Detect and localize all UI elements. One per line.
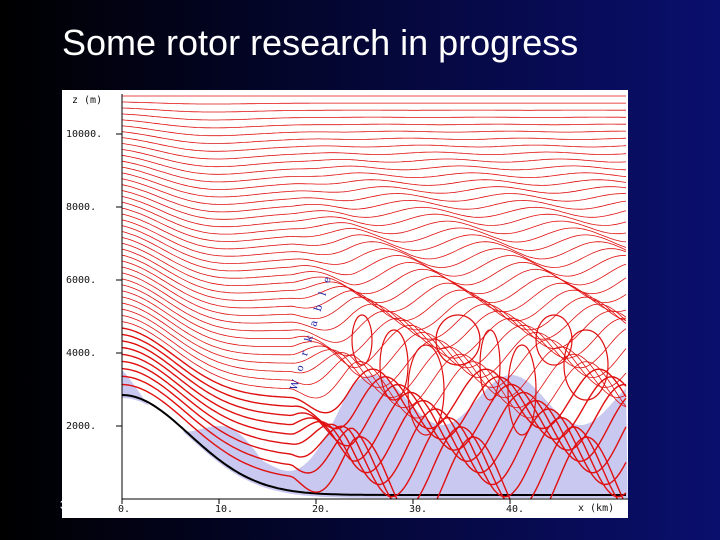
contour-line [122, 367, 627, 498]
y-tick-label: 2000. [66, 421, 96, 432]
contour-line [122, 333, 627, 440]
contour-line [122, 346, 627, 463]
contour-line [122, 160, 627, 183]
contour-line [122, 375, 619, 499]
rotor-eddy [507, 344, 537, 436]
contour-line [122, 340, 627, 451]
contour-line [122, 107, 626, 113]
contour-line [122, 143, 627, 160]
x-tick-label: 0. [118, 504, 130, 515]
x-tick-label: 40. [506, 504, 524, 515]
contour-line [122, 137, 627, 152]
contour-line [122, 101, 626, 105]
contour-line [122, 154, 627, 175]
rotor-eddy [351, 314, 373, 366]
contour-line [122, 125, 626, 137]
contour-line [122, 213, 627, 251]
contour-line [122, 290, 627, 369]
contour-field [122, 95, 628, 499]
contour-line [122, 231, 627, 277]
contour-line [122, 321, 627, 419]
contour-line [122, 119, 626, 129]
x-tick-label: 30. [409, 504, 427, 515]
y-tick-label: 8000. [66, 202, 96, 213]
y-tick-label: 6000. [66, 275, 96, 286]
y-axis-label: z (m) [72, 95, 102, 106]
turbulent-zone [122, 369, 628, 499]
contour-line [122, 284, 627, 359]
rotor-eddy [407, 344, 445, 436]
contour-line [122, 184, 627, 213]
contour-line [122, 196, 627, 228]
y-tick-label: 10000. [66, 129, 102, 140]
contour-line [122, 254, 627, 313]
slide-title: Some rotor research in progress [62, 22, 579, 63]
terrain [122, 394, 626, 496]
rotor-eddy [563, 329, 609, 401]
contour-line [122, 260, 627, 322]
contour-line [122, 201, 627, 235]
contour-line [122, 219, 627, 260]
contour-line [122, 190, 627, 220]
y-tick-label: 4000. [66, 348, 96, 359]
rotor-eddy [479, 329, 501, 401]
contour-line [122, 296, 627, 379]
contour-line [122, 172, 627, 198]
contour-line [122, 278, 627, 350]
contour-line [122, 178, 627, 205]
contour-line [122, 131, 627, 144]
contour-line [122, 242, 627, 295]
contour-line [122, 225, 627, 268]
contour-line [122, 315, 627, 409]
x-tick-label: 20. [312, 504, 330, 515]
contour-line [122, 353, 627, 474]
contour-line [122, 149, 627, 168]
rotor-eddy [535, 314, 573, 366]
contour-line [122, 166, 627, 190]
ground [122, 398, 627, 499]
x-tick-label: 10. [215, 504, 233, 515]
rotor-eddy [435, 314, 481, 366]
figure: z (m) x (km) Workable 10000.8000.6000.40… [62, 90, 628, 518]
contour-line [122, 113, 626, 121]
contour-line [122, 383, 624, 499]
contour-line [122, 248, 627, 304]
footer: 3/ [60, 498, 71, 512]
x-axis-label: x (km) [578, 503, 614, 514]
rotor-eddy [379, 329, 409, 401]
contour-line [122, 207, 627, 243]
